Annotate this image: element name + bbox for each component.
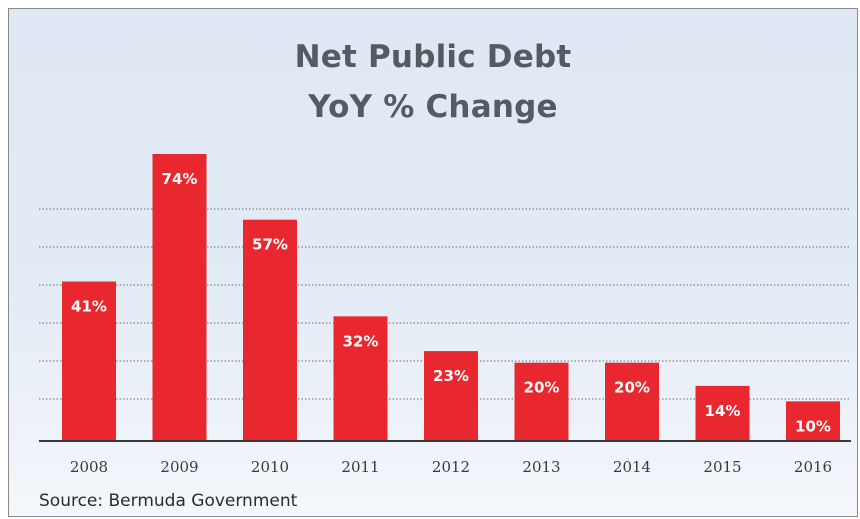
data-label-2008: 41% (71, 298, 107, 316)
data-label-2011: 32% (343, 332, 379, 350)
bar-chart: 41% 74% 57% 32% 23% 20% 20% 14% 10% 2008 2009 2010… (39, 154, 851, 476)
data-label-2016: 10% (795, 417, 831, 435)
x-tick-label-2012: 2012 (432, 458, 470, 476)
x-tick-labels: 2008 2009 2010 2011 2012 2013 2014 2015 2016 (70, 458, 832, 476)
bar-2008 (62, 281, 116, 440)
bar-2012 (424, 351, 478, 440)
x-tick-label-2015: 2015 (703, 458, 741, 476)
bar-2011 (333, 316, 388, 440)
x-tick-label-2010: 2010 (251, 458, 289, 476)
data-label-2013: 20% (524, 379, 560, 397)
data-labels: 41% 74% 57% 32% 23% 20% 20% 14% 10% (71, 170, 831, 435)
x-tick-label-2009: 2009 (160, 458, 198, 476)
x-tick-label-2011: 2011 (341, 458, 379, 476)
chart-frame: Net Public Debt YoY % Change 41% 74% 57% 32… (8, 8, 858, 517)
data-label-2014: 20% (614, 379, 650, 397)
data-label-2009: 74% (162, 170, 198, 188)
x-tick-label-2008: 2008 (70, 458, 108, 476)
x-tick-label-2014: 2014 (613, 458, 651, 476)
bar-2009 (152, 154, 207, 440)
bar-2016 (786, 401, 840, 440)
data-label-2015: 14% (705, 402, 741, 420)
x-tick-label-2016: 2016 (794, 458, 832, 476)
data-label-2010: 57% (252, 236, 288, 254)
bar-2014 (605, 362, 659, 440)
bar-2015 (695, 385, 750, 440)
bars (62, 154, 840, 440)
source-note: Source: Bermuda Government (39, 491, 298, 511)
bar-2010 (243, 219, 297, 440)
data-label-2012: 23% (433, 367, 469, 385)
x-tick-label-2013: 2013 (522, 458, 560, 476)
chart-subtitle: YoY % Change (308, 89, 558, 125)
bar-2013 (514, 362, 569, 440)
chart-title: Net Public Debt (294, 39, 572, 75)
